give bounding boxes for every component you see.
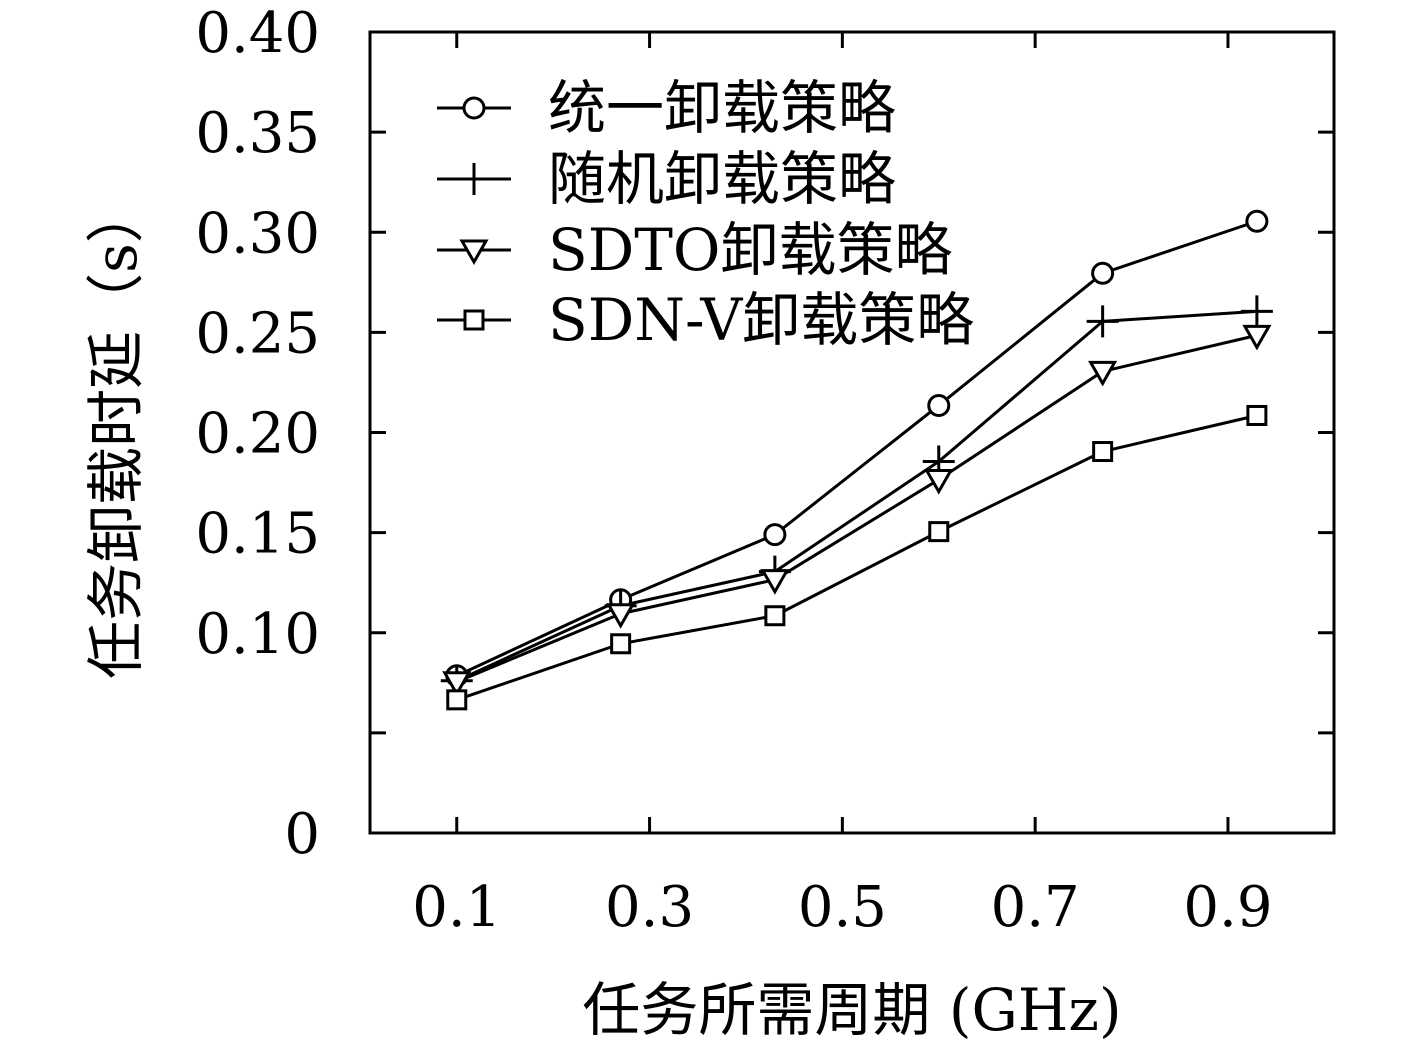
series-line-triangle-down	[456, 333, 1258, 684]
data-point-triangle-down	[924, 469, 954, 495]
y-tick-labels: 0 0.10 0.15 0.20 0.25 0.30 0.35 0.40	[195, 1, 320, 867]
y-tick-label: 0.40	[195, 1, 320, 66]
data-point-circle	[1245, 209, 1269, 233]
data-point-circle	[763, 523, 787, 547]
data-point-square	[1092, 441, 1114, 463]
data-point-triangle-down	[442, 671, 472, 697]
data-point-plus	[1240, 295, 1273, 328]
x-tick-label: 0.3	[605, 875, 694, 940]
data-point-circle	[927, 393, 951, 417]
data-point-triangle-down	[1088, 360, 1118, 387]
legend-item: 随机卸载策略	[437, 145, 896, 213]
data-point-triangle-down	[606, 603, 636, 629]
data-point-square	[1246, 404, 1268, 426]
y-tick-label: 0.30	[195, 201, 320, 266]
legend-marker-triangle-down	[459, 239, 489, 266]
x-tick-label: 0.5	[798, 875, 887, 940]
legend-label: 随机卸载策略	[548, 145, 896, 213]
data-point-circle	[1091, 261, 1115, 285]
y-tick-label: 0.35	[195, 101, 320, 166]
legend-item: 统一卸载策略	[437, 74, 896, 142]
data-point-triangle-down	[760, 569, 790, 595]
y-tick-label: 0.10	[195, 602, 320, 667]
x-tick-label: 0.1	[412, 875, 501, 940]
legend-label: SDN-V卸载策略	[548, 286, 974, 354]
y-tick-label: 0	[284, 802, 320, 867]
legend-item: SDN-V卸载策略	[437, 286, 974, 354]
series-lines	[456, 219, 1258, 702]
x-tick-label: 0.7	[991, 875, 1080, 940]
data-point-square	[610, 633, 632, 655]
y-tick-label: 0.25	[195, 301, 320, 366]
data-point-triangle-down	[1242, 324, 1272, 351]
data-point-square	[446, 689, 468, 711]
legend-marker-square	[463, 309, 485, 331]
data-point-square	[928, 521, 950, 543]
series-line-circle	[456, 219, 1258, 678]
legend-label: 统一卸载策略	[548, 74, 896, 142]
x-tick-labels: 0.1 0.3 0.5 0.7 0.9	[412, 875, 1272, 940]
legend-label: SDTO卸载策略	[548, 216, 952, 284]
series-line-square	[456, 414, 1258, 702]
legend-item: SDTO卸载策略	[437, 216, 952, 284]
data-point-square	[764, 605, 786, 627]
legend-marker-circle	[462, 96, 486, 120]
y-axis-label: 任务卸载时延（s）	[82, 185, 150, 679]
x-tick-label: 0.9	[1183, 875, 1272, 940]
plot-frame	[368, 30, 1336, 835]
legend-marker-plus	[458, 163, 490, 195]
data-point-plus	[1086, 305, 1119, 338]
series-markers	[440, 209, 1273, 711]
series-line-plus	[456, 309, 1257, 683]
y-tick-label: 0.15	[195, 502, 320, 567]
y-tick-label: 0.20	[195, 402, 320, 467]
x-axis-label: 任务所需周期 (GHz)	[582, 976, 1121, 1044]
